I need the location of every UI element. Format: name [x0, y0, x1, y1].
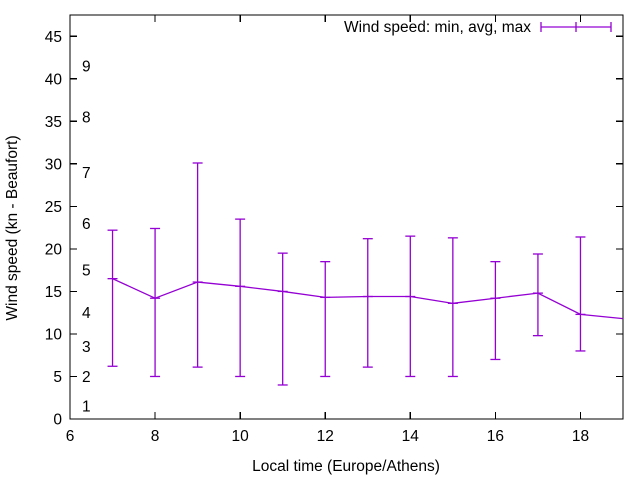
legend-entry-label: Wind speed: min, avg, max [344, 19, 531, 36]
legend-sample-errorbar [540, 22, 612, 32]
y-axis-title: Wind speed (kn - Beaufort) [4, 135, 21, 320]
beaufort-label: 1 [82, 399, 91, 416]
beaufort-scale-labels: 1 2 3 4 5 6 7 8 9 [82, 59, 91, 416]
error-bar [277, 252, 288, 386]
y-tick-label: 0 [53, 412, 62, 429]
y-tick-label: 25 [45, 199, 62, 216]
x-tick-label: 18 [572, 428, 589, 445]
plot-frame [69, 14, 624, 420]
error-bars-group [107, 162, 586, 386]
error-bar [447, 237, 458, 378]
y-tick-label: 5 [53, 369, 62, 386]
error-bar [192, 162, 203, 368]
beaufort-label: 6 [82, 216, 91, 233]
plot-border [69, 14, 624, 420]
x-tick-label: 8 [151, 428, 160, 445]
error-bar [235, 218, 246, 378]
error-bar [150, 227, 161, 378]
average-wind-speed-line [112, 278, 624, 320]
y-tick-label: 40 [45, 71, 63, 88]
y-tick-label: 15 [45, 284, 62, 301]
legend: Wind speed: min, avg, max [344, 19, 612, 36]
x-tick-label: 16 [487, 428, 504, 445]
error-bar [107, 229, 118, 367]
x-tick-label: 6 [66, 428, 75, 445]
y-tick-label: 10 [45, 326, 63, 343]
x-axis-title: Local time (Europe/Athens) [252, 458, 440, 475]
x-tick-label: 14 [402, 428, 420, 445]
y-tick-label: 35 [45, 114, 62, 131]
y-tick-label: 45 [45, 29, 62, 46]
y-tick-label: 20 [45, 241, 63, 258]
error-bar [490, 261, 501, 361]
error-bar [362, 238, 373, 368]
beaufort-label: 7 [82, 165, 91, 182]
x-tick-label: 10 [232, 428, 250, 445]
beaufort-label: 5 [82, 263, 91, 280]
y-tick-label: 30 [45, 156, 63, 173]
beaufort-label: 3 [82, 339, 91, 356]
error-bar [320, 261, 331, 378]
error-bar [405, 235, 416, 378]
error-bar [575, 236, 586, 352]
beaufort-label: 2 [82, 369, 91, 386]
beaufort-label: 8 [82, 110, 91, 127]
beaufort-label: 4 [82, 305, 91, 322]
beaufort-label: 9 [82, 59, 91, 76]
x-tick-label: 12 [317, 428, 334, 445]
x-axis-ticks: 6 8 10 12 14 16 18 [66, 15, 589, 445]
